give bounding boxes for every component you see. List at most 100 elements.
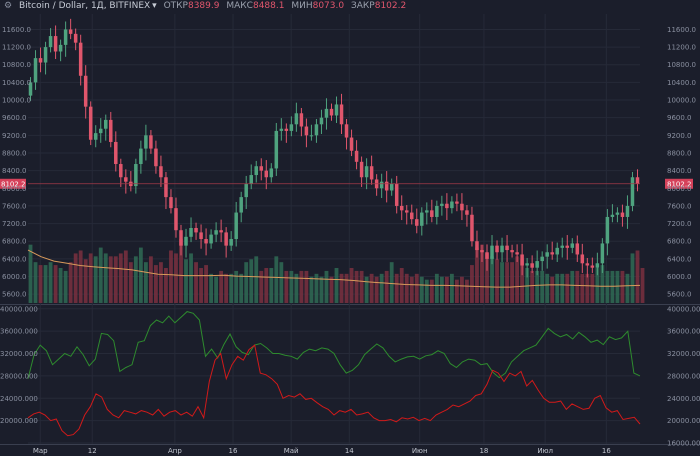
volume-bar	[364, 276, 369, 303]
candle-body	[33, 58, 38, 83]
volume-bar	[78, 250, 83, 303]
y-tick-label-left: 8000.0	[2, 185, 27, 193]
volume-bar	[369, 273, 374, 303]
volume-bar	[344, 273, 349, 303]
candle-body	[404, 210, 409, 213]
candle-body	[585, 263, 590, 266]
candle-body	[500, 245, 504, 253]
volume-bar	[359, 270, 364, 303]
candle-body	[415, 219, 419, 226]
candlesticks	[28, 18, 640, 278]
indicator-pane	[27, 311, 641, 437]
candle-body	[239, 197, 243, 213]
volume-bar	[399, 268, 404, 303]
candle-body	[425, 210, 429, 213]
volume-bar	[199, 268, 203, 303]
candle-body	[73, 33, 78, 43]
volume-bar	[284, 270, 289, 303]
candle-body	[485, 252, 489, 259]
moving-average-line	[27, 249, 641, 288]
x-tick-label: 18	[479, 447, 488, 455]
candle-body	[269, 168, 274, 178]
lower-y-tick-right: 24000.0000	[667, 395, 700, 403]
y-tick-label-left: 8400.0	[2, 167, 27, 175]
candle-body	[565, 245, 570, 248]
last-price-value: 8102.2	[667, 180, 692, 188]
volume-bars	[28, 238, 645, 303]
candle-body	[525, 263, 529, 266]
gear-icon[interactable]: ⚙	[4, 1, 13, 11]
volume-bar	[480, 244, 484, 303]
candle-body	[189, 227, 193, 237]
lower-y-tick-right: 16000.0000	[667, 440, 700, 448]
caret-down-icon[interactable]: ▾	[152, 1, 157, 11]
volume-bar	[184, 259, 188, 303]
volume-bar	[73, 253, 78, 303]
candle-body	[520, 254, 524, 266]
volume-bar	[444, 276, 449, 303]
candle-body	[530, 263, 534, 268]
last-price-line: 8102.2 8102.2	[0, 178, 693, 189]
candle-body	[149, 135, 153, 149]
volume-bar	[414, 273, 419, 303]
candle-body	[249, 175, 253, 184]
open-label: ОТКР	[163, 1, 188, 11]
candle-body	[620, 212, 625, 217]
volume-bar	[143, 262, 148, 303]
close-value: 8102.2	[374, 1, 407, 11]
candle-body	[199, 232, 203, 240]
open-value: 8389.9	[187, 1, 220, 11]
volume-bar	[500, 262, 504, 303]
volume-bar	[83, 259, 88, 303]
volume-bar	[505, 262, 509, 303]
volume-bar	[635, 250, 640, 303]
volume-bar	[43, 265, 48, 303]
volume-bar	[510, 262, 514, 303]
y-tick-label: 7600.0	[667, 202, 692, 210]
volume-bar	[439, 276, 444, 303]
lower-y-tick-right: 36000.0000	[667, 328, 700, 336]
volume-bar	[148, 256, 153, 303]
candle-body	[505, 245, 509, 251]
volume-bar	[123, 250, 128, 303]
volume-bar	[409, 276, 414, 303]
last-price-tag-left	[0, 178, 26, 189]
candle-body	[254, 166, 259, 176]
volume-bar	[309, 276, 314, 303]
volume-bar	[93, 256, 98, 303]
candle-body	[63, 29, 68, 45]
green-line-series	[27, 311, 641, 379]
volume-bar	[530, 270, 535, 303]
volume-bar	[590, 273, 595, 303]
candle-body	[184, 236, 188, 246]
candle-body	[144, 135, 148, 149]
volume-bar	[625, 273, 630, 303]
candle-body	[364, 166, 369, 178]
y-tick-label: 11600.0	[667, 26, 696, 34]
x-tick-label: 12	[88, 447, 97, 455]
candle-body	[48, 36, 53, 48]
last-price-tag	[665, 178, 693, 189]
symbol-title[interactable]: Bitcoin / Dollar, 1Д, BITFINEX	[18, 1, 151, 11]
candle-body	[615, 212, 620, 215]
candle-body	[625, 205, 630, 217]
candle-body	[550, 252, 554, 255]
candle-body	[369, 166, 374, 180]
volume-bar	[113, 256, 118, 303]
x-tick-label: 14	[345, 447, 354, 455]
volume-bar	[600, 265, 605, 303]
candle-body	[540, 256, 544, 262]
volume-bar	[33, 262, 38, 303]
candle-body	[394, 183, 399, 206]
volume-bar	[349, 268, 354, 303]
volume-bar	[404, 273, 409, 303]
volume-bar	[470, 265, 474, 303]
volume-bar	[615, 270, 620, 303]
volume-bar	[279, 262, 284, 303]
candle-body	[420, 212, 424, 226]
volume-bar	[460, 276, 464, 303]
volume-bar	[274, 256, 279, 303]
volume-bar	[159, 262, 163, 303]
candle-body	[354, 150, 359, 162]
